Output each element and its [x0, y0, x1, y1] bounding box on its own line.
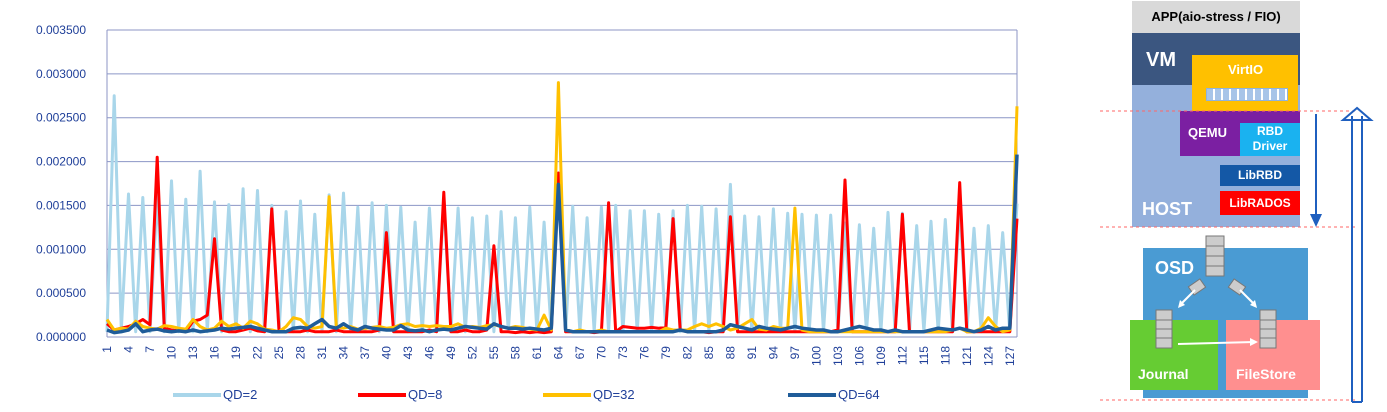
x-tick-label: 64: [551, 346, 565, 360]
host-label: HOST: [1142, 199, 1193, 219]
return-path-arrow: [1351, 116, 1363, 403]
y-tick-label: 0.003000: [36, 67, 86, 81]
x-tick-label: 79: [659, 346, 673, 360]
x-tick-label: 85: [702, 346, 716, 360]
legend: QD=2 QD=8 QD=32 QD=64: [173, 387, 880, 402]
librados-label: LibRADOS: [1229, 196, 1291, 210]
upward-arrowhead: [1340, 106, 1374, 121]
x-tick-label: 118: [938, 346, 952, 365]
x-tick-label: 82: [680, 346, 694, 360]
librados-block: LibRADOS: [1220, 191, 1300, 215]
journal-label: Journal: [1138, 366, 1189, 382]
x-tick-label: 34: [336, 346, 350, 360]
librbd-block: LibRBD: [1220, 165, 1300, 186]
x-axis: 1 4 7 10 13 16 19 22 25 28 31 34 37 40 43 46 49 52 55 58 61 6…: [100, 336, 1017, 366]
io-stack-diagram: APP(aio-stress / FIO) VM HOST VirtIO QEM…: [1100, 0, 1387, 412]
filestore-label: FileStore: [1236, 366, 1296, 382]
x-tick-label: 52: [465, 346, 479, 360]
rbd-driver-block: RBD Driver: [1240, 123, 1300, 156]
x-tick-label: 124: [981, 346, 995, 366]
x-tick-label: 7: [143, 346, 157, 353]
osd-label: OSD: [1155, 258, 1195, 278]
librbd-label: LibRBD: [1238, 168, 1282, 182]
virtio-label: VirtIO: [1228, 62, 1264, 77]
x-tick-label: 106: [852, 346, 866, 366]
x-tick-label: 43: [401, 346, 415, 360]
x-tick-label: 109: [874, 346, 888, 366]
x-tick-label: 100: [809, 346, 823, 366]
x-tick-label: 19: [229, 346, 243, 360]
x-tick-label: 67: [573, 346, 587, 360]
x-tick-label: 73: [616, 346, 630, 360]
x-tick-label: 46: [422, 346, 436, 360]
filestore-block: FileStore: [1226, 320, 1320, 390]
x-tick-label: 115: [917, 346, 931, 365]
series-line: [105, 81, 1019, 334]
x-tick-label: 28: [293, 346, 307, 360]
x-tick-label: 16: [207, 346, 221, 360]
x-tick-label: 10: [164, 346, 178, 360]
x-tick-label: 121: [960, 346, 974, 366]
x-tick-label: 49: [444, 346, 458, 360]
x-tick-label: 127: [1003, 346, 1017, 366]
app-label: APP(aio-stress / FIO): [1151, 9, 1281, 24]
x-tick-label: 112: [895, 346, 909, 365]
x-tick-label: 94: [766, 346, 780, 360]
x-tick-label: 91: [745, 346, 759, 360]
y-tick-label: 0.001500: [36, 198, 86, 212]
x-tick-label: 4: [121, 346, 135, 353]
rbd-driver-label: RBD Driver: [1252, 124, 1288, 153]
virtio-queue-icon: [1206, 88, 1288, 101]
downward-arrowhead: [1310, 214, 1322, 227]
legend-label: QD=8: [408, 387, 442, 402]
x-tick-label: 37: [358, 346, 372, 360]
x-tick-label: 70: [594, 346, 608, 360]
x-tick-label: 103: [831, 346, 845, 366]
vm-label: VM: [1146, 49, 1176, 71]
qemu-label: QEMU: [1188, 125, 1227, 140]
x-tick-label: 31: [315, 346, 329, 360]
x-tick-label: 1: [100, 346, 114, 353]
series-line: [106, 154, 1019, 335]
y-tick-label: 0.001000: [36, 242, 86, 256]
series-lines: [105, 81, 1019, 335]
x-tick-label: 13: [186, 346, 200, 360]
x-tick-label: 61: [530, 346, 544, 360]
x-tick-label: 22: [250, 346, 264, 360]
x-tick-label: 55: [487, 346, 501, 360]
x-tick-label: 25: [272, 346, 286, 360]
y-tick-label: 0.003500: [36, 23, 86, 37]
x-tick-label: 58: [508, 346, 522, 360]
y-tick-label: 0.002000: [36, 155, 86, 169]
y-tick-label: 0.000500: [36, 286, 86, 300]
virtio-block: VirtIO: [1192, 55, 1298, 111]
x-tick-label: 40: [379, 346, 393, 360]
y-tick-label: 0.002500: [36, 111, 86, 125]
x-tick-label: 97: [788, 346, 802, 360]
legend-label: QD=32: [593, 387, 635, 402]
y-axis: 0.000000 0.000500 0.001000 0.001500 0.002000…: [36, 23, 86, 344]
y-tick-label: 0.000000: [36, 330, 86, 344]
x-tick-label: 76: [637, 346, 651, 360]
legend-label: QD=64: [838, 387, 880, 402]
legend-label: QD=2: [223, 387, 257, 402]
latency-line-chart: 0.000000 0.000500 0.001000 0.001500 0.002000…: [36, 23, 1019, 402]
x-tick-label: 88: [723, 346, 737, 360]
app-layer: APP(aio-stress / FIO): [1132, 1, 1300, 33]
journal-block: Journal: [1130, 320, 1218, 390]
